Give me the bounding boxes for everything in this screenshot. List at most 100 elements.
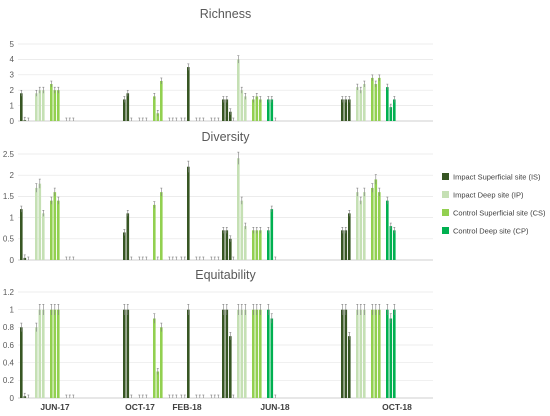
bar-jun-17	[53, 192, 57, 260]
bar-jun-18	[255, 230, 259, 260]
bar-oct-17	[153, 318, 156, 398]
legend-swatch	[442, 227, 449, 234]
y-tick-label: 2.5	[3, 150, 15, 159]
bar-jun-17	[38, 309, 42, 398]
bar-jun-18	[259, 99, 262, 121]
bar-oct-18	[344, 230, 348, 260]
bar-jun-18	[255, 96, 259, 121]
bar-oct-17	[123, 232, 126, 260]
bar-oct-18	[386, 87, 389, 121]
group-label: FEB-18	[172, 402, 202, 412]
y-tick-label: 5	[10, 40, 15, 49]
bar-oct-17	[156, 371, 160, 398]
group-label: OCT-17	[125, 402, 155, 412]
y-tick-label: 1	[10, 101, 15, 110]
bar-oct-18	[348, 99, 351, 121]
bar-jun-18	[267, 99, 270, 121]
bar-oct-18	[389, 226, 393, 260]
bar-jun-18	[259, 309, 262, 398]
bar-oct-17	[160, 327, 163, 398]
bar-jun-18	[270, 318, 274, 398]
bar-jun-17	[42, 90, 45, 121]
bar-oct-18	[356, 309, 359, 398]
bar-oct-17	[126, 213, 130, 260]
bar-oct-17	[123, 99, 126, 121]
bar-jun-18	[267, 309, 270, 398]
chart-panels: Richness 0 1 2 3 4 5 Diversity 0 0.5 1 1.5 2 2.5 Equit…	[3, 7, 433, 403]
bar-jun-18	[222, 230, 225, 260]
y-tick-label: 0	[10, 394, 15, 403]
bar-oct-18	[393, 230, 396, 260]
y-tick-label: 3	[10, 71, 15, 80]
bar-jun-17	[42, 213, 45, 260]
bar-oct-18	[356, 87, 359, 121]
bar-oct-18	[393, 309, 396, 398]
bar-jun-18	[244, 309, 247, 398]
bar-jun-18	[270, 209, 274, 260]
bar-oct-18	[374, 84, 378, 121]
bar-oct-18	[378, 192, 381, 260]
bar-jun-18	[237, 158, 240, 260]
bar-oct-18	[344, 99, 348, 121]
bar-jun-18	[229, 111, 232, 121]
legend-swatch	[442, 173, 449, 180]
bar-oct-18	[348, 336, 351, 398]
bar-jun-17	[42, 309, 45, 398]
legend: Impact Superficial site (IS) Impact Deep …	[442, 173, 546, 236]
bar-jun-18	[237, 309, 240, 398]
legend-label: Control Deep site (CP)	[453, 227, 529, 236]
legend-label: Impact Deep site (IP)	[453, 191, 524, 200]
bar-oct-18	[378, 77, 381, 121]
bar-jun-17	[50, 200, 53, 260]
y-tick-label: 2	[10, 171, 15, 180]
bar-jun-18	[229, 238, 232, 260]
bar-jun-18	[237, 59, 240, 121]
panel-title: Diversity	[202, 130, 251, 144]
bar-jun-17	[57, 309, 60, 398]
bar-oct-18	[348, 213, 351, 260]
y-tick-label: 0.6	[3, 341, 15, 350]
legend-label: Impact Superficial site (IS)	[453, 173, 541, 182]
y-tick-label: 1.5	[3, 192, 15, 201]
bar-oct-17	[153, 96, 156, 121]
legend-swatch	[442, 209, 449, 216]
legend-swatch	[442, 191, 449, 198]
bar-jun-17	[38, 183, 42, 260]
bar-feb-18	[187, 166, 190, 260]
bar-oct-18	[389, 318, 393, 398]
bar-jun-17	[57, 90, 60, 121]
bar-jun-18	[229, 336, 232, 398]
bar-jun-18	[252, 230, 255, 260]
bar-jun-17	[20, 327, 23, 398]
y-tick-label: 1.2	[3, 288, 15, 297]
bar-jun-18	[255, 309, 259, 398]
bar-jun-17	[35, 327, 38, 398]
bar-jun-18	[252, 309, 255, 398]
y-tick-label: 0.4	[3, 358, 15, 367]
bar-jun-18	[270, 99, 274, 121]
bar-feb-18	[187, 309, 190, 398]
bar-jun-18	[222, 99, 225, 121]
bar-oct-17	[123, 309, 126, 398]
bar-jun-17	[50, 84, 53, 121]
bar-oct-18	[341, 99, 344, 121]
y-tick-label: 2	[10, 86, 15, 95]
bar-jun-17	[20, 209, 23, 260]
bar-jun-17	[50, 309, 53, 398]
bar-oct-18	[359, 90, 363, 121]
bar-oct-17	[153, 204, 156, 260]
panel-title: Richness	[200, 7, 251, 21]
bar-oct-17	[126, 309, 130, 398]
bar-oct-18	[341, 309, 344, 398]
bar-oct-17	[160, 192, 163, 260]
bar-jun-17	[53, 90, 57, 121]
bar-oct-18	[371, 77, 374, 121]
bar-jun-18	[222, 309, 225, 398]
y-tick-label: 0.5	[3, 235, 15, 244]
bar-oct-18	[359, 309, 363, 398]
bar-jun-18	[259, 230, 262, 260]
legend-label: Control Superficial site (CS)	[453, 209, 546, 218]
y-tick-label: 0	[10, 256, 15, 265]
panel-richness: Richness 0 1 2 3 4 5	[10, 7, 433, 126]
